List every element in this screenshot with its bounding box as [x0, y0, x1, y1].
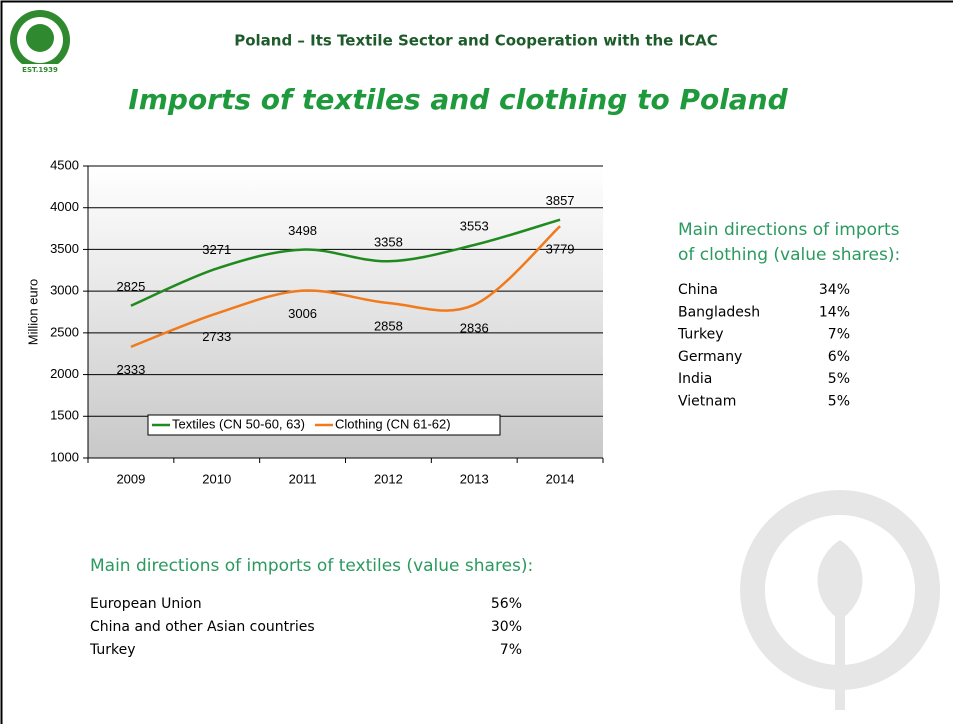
slide-title: Imports of textiles and clothing to Pola…: [128, 83, 788, 116]
slide: EST.1939 Poland – Its Textile Sector and…: [0, 0, 953, 724]
textiles-region: Turkey: [89, 642, 136, 658]
data-label: 3271: [202, 242, 231, 257]
clothing-share: 14%: [819, 304, 850, 320]
y-tick-label: 4500: [50, 157, 79, 172]
clothing-country: Vietnam: [678, 394, 736, 410]
textiles-region: European Union: [90, 596, 202, 612]
data-label: 2825: [116, 279, 145, 294]
data-label: 2858: [374, 318, 403, 333]
clothing-country: Bangladesh: [678, 304, 760, 320]
logo: EST.1939: [10, 10, 70, 74]
legend-label: Textiles (CN 50-60, 63): [172, 416, 305, 431]
clothing-share: 34%: [819, 282, 850, 298]
clothing-share: 6%: [828, 349, 850, 365]
x-tick-label: 2011: [289, 471, 317, 486]
x-tick-label: 2012: [374, 471, 403, 486]
clothing-share: 5%: [828, 371, 850, 387]
plot-area: [88, 166, 603, 458]
textiles-share: 7%: [500, 642, 522, 658]
clothing-heading: of clothing (value shares):: [678, 245, 900, 265]
data-label: 3779: [546, 242, 575, 257]
y-tick-label: 1500: [50, 408, 79, 423]
x-tick-label: 2014: [546, 471, 575, 486]
chart: Million euro 1000 1500 2000 2500 3000 3500 400…: [25, 157, 603, 486]
x-tick-label: 2010: [202, 471, 231, 486]
clothing-country: India: [678, 371, 712, 387]
y-tick-label: 3000: [50, 283, 79, 298]
data-label: 3498: [288, 223, 317, 238]
y-axis-label: Million euro: [25, 279, 40, 345]
data-label: 2733: [202, 329, 231, 344]
x-tick-label: 2009: [116, 471, 145, 486]
legend-label: Clothing (CN 61-62): [335, 416, 451, 431]
textiles-region: China and other Asian countries: [90, 619, 315, 635]
y-tick-label: 2000: [50, 366, 79, 381]
y-tick-label: 1000: [50, 449, 79, 464]
clothing-heading: Main directions of imports: [678, 220, 900, 240]
data-label: 2836: [460, 320, 489, 335]
slide-subtitle: Poland – Its Textile Sector and Cooperat…: [234, 32, 718, 50]
clothing-share: 5%: [828, 394, 850, 410]
data-label: 2333: [116, 362, 145, 377]
clothing-share: 7%: [828, 327, 850, 343]
clothing-country: China: [678, 282, 718, 298]
data-label: 3553: [460, 218, 489, 233]
data-label: 3358: [374, 235, 403, 250]
y-tick-label: 4000: [50, 199, 79, 214]
clothing-country: Germany: [678, 349, 742, 365]
watermark: [740, 490, 940, 710]
textiles-share: 30%: [491, 619, 522, 635]
data-label: 3006: [288, 306, 317, 321]
x-tick-label: 2013: [460, 471, 489, 486]
logo-text: EST.1939: [22, 66, 58, 74]
y-tick-label: 3500: [50, 241, 79, 256]
clothing-country: Turkey: [677, 327, 724, 343]
textiles-share: 56%: [491, 596, 522, 612]
textiles-heading: Main directions of imports of textiles (…: [90, 556, 533, 576]
data-label: 3857: [546, 193, 575, 208]
y-tick-label: 2500: [50, 324, 79, 339]
